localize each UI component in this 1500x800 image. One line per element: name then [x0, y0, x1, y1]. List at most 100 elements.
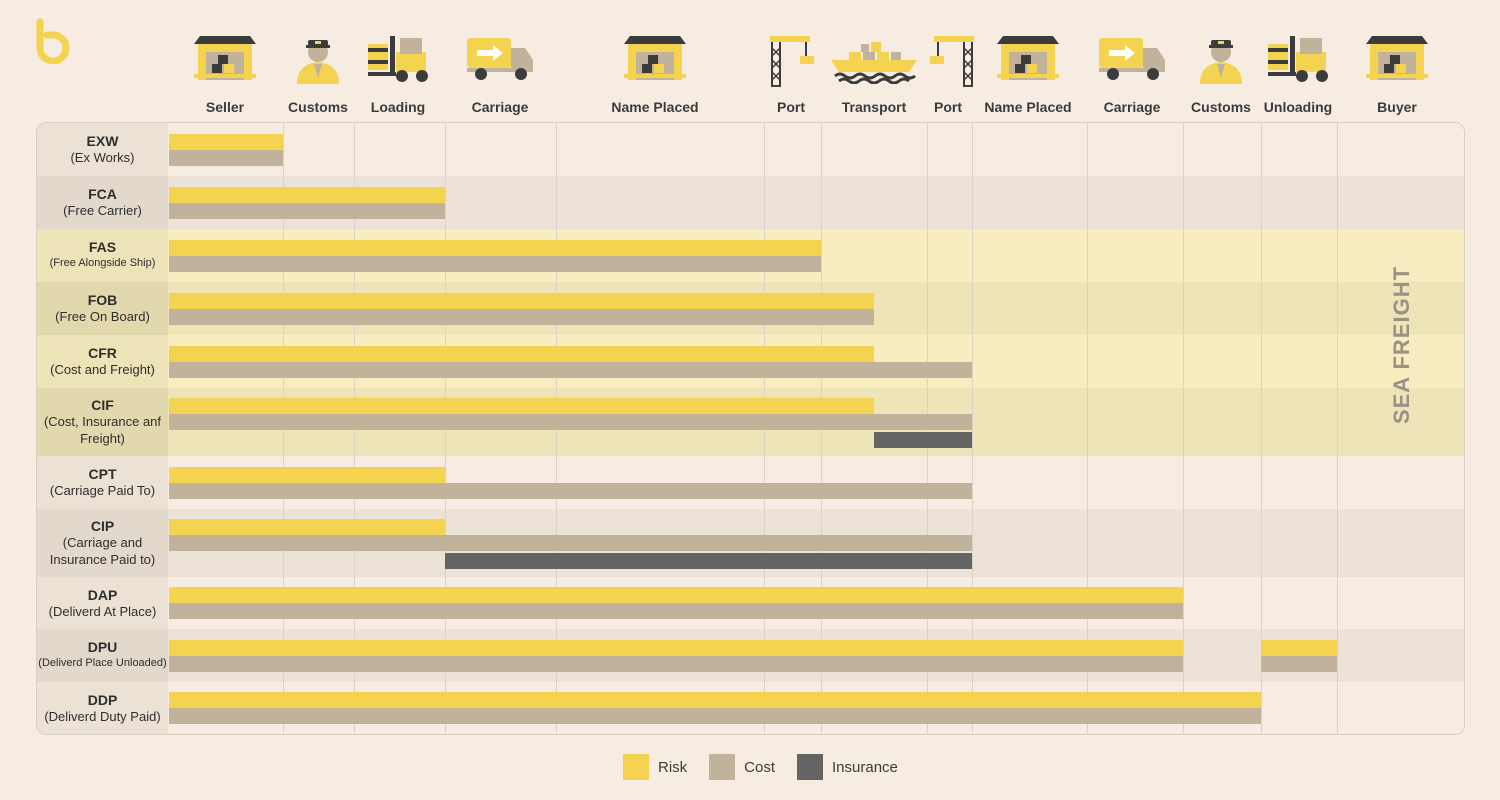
stage-label: Seller [205, 99, 245, 115]
row-label: FCA (Free Carrier) [37, 176, 168, 229]
incoterms-chart: EXW (Ex Works) FCA (Free Carrier) FAS (Free A… [36, 122, 1465, 735]
legend-swatch-insurance [797, 754, 824, 780]
incoterm-name: (Deliverd At Place) [48, 603, 157, 619]
incoterm-name: (Deliverd Duty Paid) [44, 708, 161, 724]
risk-bar [169, 519, 445, 535]
row-label: DDP (Deliverd Duty Paid) [37, 682, 168, 734]
row-label-cell [37, 229, 168, 282]
gridline [1261, 123, 1262, 734]
incoterm-code: CIF [91, 397, 114, 413]
risk-bar [169, 398, 874, 414]
stage-label: Name Placed [611, 99, 699, 115]
risk-bar [169, 467, 445, 483]
row-label: EXW (Ex Works) [37, 123, 168, 176]
incoterm-code: DPU [87, 639, 118, 655]
stage-label: Carriage [1103, 99, 1161, 115]
row-label: CPT (Carriage Paid To) [37, 456, 168, 509]
incoterm-code: FAS [88, 239, 117, 255]
stage-label: Customs [1191, 99, 1251, 115]
stage-header: Seller Customs Loading Carriage Name Placed P… [0, 0, 1500, 120]
warehouse-icon [995, 34, 1061, 87]
row-label: CFR (Cost and Freight) [37, 335, 168, 388]
row-label-cell [37, 176, 168, 229]
legend-swatch-cost [709, 754, 736, 780]
legend-swatch-risk [623, 754, 649, 780]
row-label: DPU (Deliverd Place Unloaded) [37, 629, 168, 682]
cost-bar [169, 203, 445, 219]
incoterm-code: FOB [87, 292, 118, 308]
legend-item-cost: Cost [709, 754, 775, 780]
incoterm-name: (Ex Works) [70, 150, 135, 165]
legend-item-risk: Risk [623, 754, 687, 780]
row-label-cell [37, 123, 168, 176]
row-label: DAP (Deliverd At Place) [37, 577, 168, 629]
legend-label-insurance: Insurance [832, 758, 898, 776]
warehouse-icon [622, 34, 688, 87]
risk-bar [169, 293, 874, 309]
incoterm-code: CFR [88, 345, 117, 361]
stage-label: Unloading [1263, 99, 1333, 115]
risk-bar [1261, 640, 1337, 656]
cost-bar [169, 150, 283, 166]
incoterm-code: DAP [87, 586, 118, 603]
incoterm-code: CPT [88, 466, 117, 482]
incoterm-code: FCA [88, 186, 117, 202]
incoterm-name: (Free Carrier) [63, 203, 142, 218]
cost-bar [169, 708, 1261, 724]
stage-label: Customs [288, 99, 348, 115]
row-label-cell [37, 577, 168, 629]
stage-label: Transport [841, 99, 907, 115]
row-label-cell [37, 629, 168, 682]
insurance-bar [874, 432, 972, 448]
risk-bar [169, 692, 1261, 708]
incoterm-code: CIP [90, 518, 115, 534]
stage-label: Port [777, 99, 805, 115]
row-label: CIF (Cost, Insurance anf Freight) [37, 388, 168, 456]
incoterm-code: EXW [86, 133, 119, 149]
crane-icon [924, 34, 976, 93]
risk-bar [169, 240, 821, 256]
row-label-cell [37, 509, 168, 577]
incoterm-name: (Free On Board) [55, 309, 150, 324]
warehouse-icon [192, 34, 258, 87]
cost-bar [169, 362, 972, 378]
risk-bar [169, 587, 1183, 603]
stage-label: Port [934, 99, 962, 115]
crane-icon [768, 34, 820, 93]
row-label-cell [37, 282, 168, 335]
cost-bar [169, 535, 972, 551]
incoterm-name: (Carriage Paid To) [49, 483, 156, 498]
row-label-cell [37, 388, 168, 456]
row-label: FOB (Free On Board) [37, 282, 168, 335]
legend-label-cost: Cost [744, 758, 776, 776]
customs-officer-icon [293, 34, 343, 91]
cost-bar [169, 603, 1183, 619]
gridline [972, 123, 973, 734]
incoterm-name: (Carriage and Insurance Paid to) [49, 535, 156, 567]
row-label-cell [37, 682, 168, 734]
row-label-cell [37, 456, 168, 509]
risk-bar [169, 346, 874, 362]
row-label: FAS (Free Alongside Ship) [37, 229, 168, 282]
incoterm-name: (Cost, Insurance anf Freight) [43, 414, 162, 446]
stage-label: Carriage [471, 99, 529, 115]
forklift-icon [1266, 34, 1330, 89]
gridline [1087, 123, 1088, 734]
risk-bar [169, 134, 283, 150]
brand-logo [36, 18, 70, 64]
forklift-icon [366, 34, 430, 89]
row-label-cell [37, 335, 168, 388]
incoterm-name: (Deliverd Place Unloaded) [38, 657, 167, 669]
risk-bar [169, 187, 445, 203]
warehouse-icon [1364, 34, 1430, 87]
gridline [1337, 123, 1338, 734]
legend-label-risk: Risk [658, 758, 688, 776]
gridline [1183, 123, 1184, 734]
cost-bar [169, 656, 1183, 672]
risk-bar [169, 640, 1183, 656]
stage-label: Buyer [1377, 99, 1417, 115]
truck-icon [465, 34, 535, 87]
customs-officer-icon [1196, 34, 1246, 91]
cost-bar [1261, 656, 1337, 672]
incoterm-code: DDP [87, 691, 118, 708]
